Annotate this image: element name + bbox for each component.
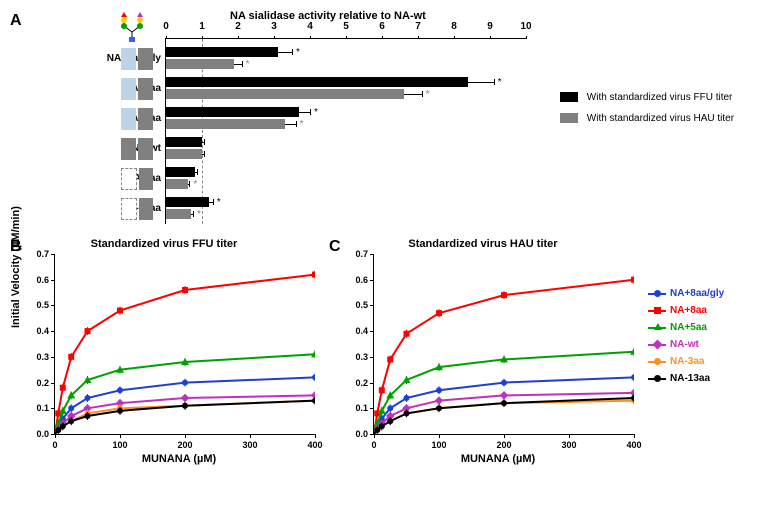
panel-c: Standardized virus HAU titer 0.00.10.20.… [343,238,623,465]
plot-b: 0.00.10.20.30.40.50.60.70100200300400 [54,254,315,435]
panel-a-title: NA sialidase activity relative to NA-wt [230,10,426,22]
legend-label-ffu: With standardized virus FFU titer [587,92,733,103]
figure: A NA sialidase activity relative to NA-w… [10,10,750,465]
panel-a-legend: With standardized virus FFU titer With s… [560,92,734,134]
swatch-black [560,92,578,102]
panel-c-label: C [329,238,343,465]
glycan-tree-icon [118,12,146,42]
panel-a: A NA sialidase activity relative to NA-w… [10,10,750,230]
panels-bc-legend: NA+8aa/glyNA+8aaNA+5aaNA-wtNA-3aaNA-13aa [648,288,724,465]
panel-b-title: Standardized virus FFU titer [24,238,304,250]
bar-chart-area: 012345678910NA+8aa/gly**NA+8aa**NA+5aa**… [165,38,526,224]
panel-c-xlabel: MUNANA (µM) [373,453,623,465]
legend-item-hau: With standardized virus HAU titer [560,113,734,124]
legend-label-hau: With standardized virus HAU titer [587,113,734,124]
plot-c: 0.00.10.20.30.40.50.60.70100200300400 [373,254,634,435]
legend-item-ffu: With standardized virus FFU titer [560,92,734,103]
panel-b-xlabel: MUNANA (µM) [54,453,304,465]
panels-bc-row: B Standardized virus FFU titer Initial V… [10,238,750,465]
swatch-grey [560,113,578,123]
panel-c-title: Standardized virus HAU titer [343,238,623,250]
panel-a-label: A [10,12,22,30]
panel-b-ylabel: Initial Velocity (µM/min) [10,206,22,328]
panel-b: Standardized virus FFU titer Initial Vel… [24,238,304,465]
